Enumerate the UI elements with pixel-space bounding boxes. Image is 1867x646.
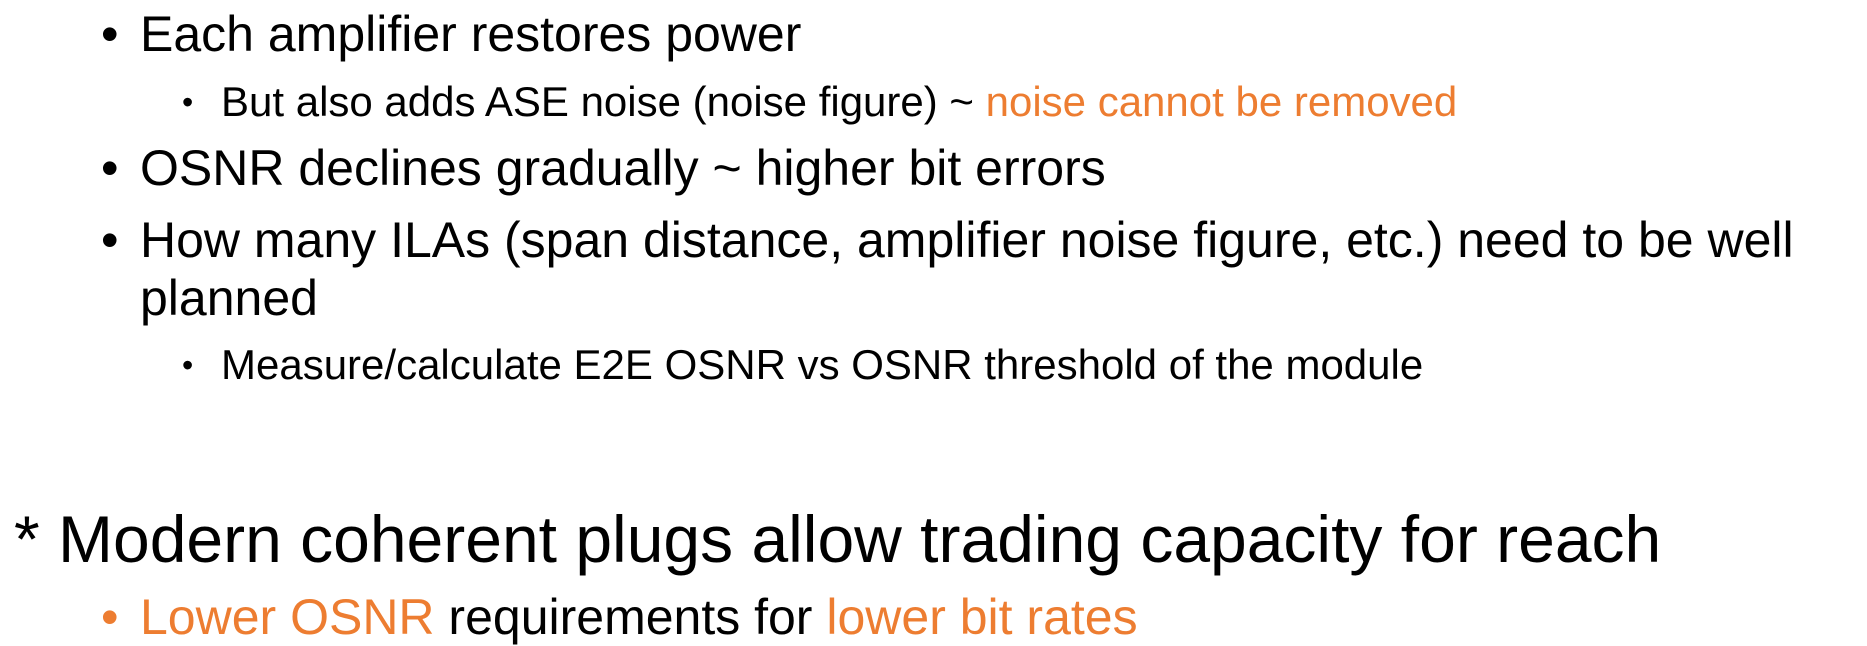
text: OSNR declines gradually ~ higher bit err…: [140, 140, 1106, 196]
bullet: •: [101, 140, 119, 196]
bullet-item: • OSNR declines gradually ~ higher bit er…: [101, 139, 1106, 197]
highlight-text: Lower OSNR: [140, 589, 435, 645]
bullet: •: [182, 347, 194, 383]
bullet-item: • But also adds ASE noise (noise figure) …: [182, 77, 1458, 127]
bullet-item: * Modern coherent plugs allow trading ca…: [14, 501, 1661, 577]
text: Measure/calculate E2E OSNR vs OSNR thres…: [221, 341, 1424, 388]
bullet: •: [101, 6, 119, 62]
text: But also adds ASE noise (noise figure) ~: [221, 78, 986, 125]
text: How many ILAs (span distance, amplifier …: [140, 212, 1808, 326]
bullet: •: [101, 212, 119, 268]
bullet: •: [101, 589, 119, 645]
bullet-item: • Each amplifier restores power: [101, 5, 802, 63]
bullet: •: [182, 84, 194, 120]
highlight-text: lower bit rates: [826, 589, 1138, 645]
highlight-text: noise cannot be removed: [985, 78, 1458, 125]
bullet-item: • How many ILAs (span distance, amplifier…: [101, 211, 1855, 327]
text: requirements for: [434, 589, 827, 645]
bullet-item: • Lower OSNR requirements for lower bit r…: [101, 588, 1138, 646]
text: * Modern coherent plugs allow trading ca…: [14, 502, 1662, 576]
bullet-item: • Measure/calculate E2E OSNR vs OSNR thre…: [182, 340, 1424, 390]
text: Each amplifier restores power: [140, 6, 802, 62]
